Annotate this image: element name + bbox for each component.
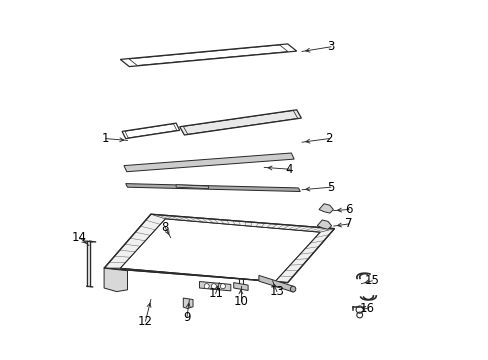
Text: 9: 9 (183, 311, 190, 324)
Text: 3: 3 (326, 40, 334, 53)
Polygon shape (199, 282, 230, 291)
Text: 7: 7 (345, 217, 352, 230)
Text: 4: 4 (285, 163, 293, 176)
Text: 10: 10 (233, 295, 248, 308)
Circle shape (220, 284, 225, 289)
Polygon shape (104, 268, 127, 292)
Text: 15: 15 (364, 274, 379, 287)
Text: 14: 14 (72, 231, 87, 244)
Text: 12: 12 (138, 315, 153, 328)
Polygon shape (104, 214, 334, 283)
Polygon shape (233, 283, 247, 291)
Polygon shape (120, 44, 296, 67)
Polygon shape (125, 184, 300, 192)
Text: 16: 16 (359, 302, 374, 315)
Polygon shape (120, 219, 320, 282)
Text: 13: 13 (269, 285, 284, 298)
Circle shape (211, 284, 216, 289)
Polygon shape (318, 204, 333, 213)
Text: 8: 8 (161, 221, 169, 234)
Text: 2: 2 (325, 132, 332, 145)
Text: 1: 1 (102, 132, 109, 145)
Polygon shape (179, 110, 301, 135)
Polygon shape (122, 123, 179, 139)
Text: 5: 5 (326, 181, 334, 194)
Text: 11: 11 (208, 287, 223, 300)
Polygon shape (317, 220, 331, 229)
Polygon shape (176, 185, 208, 189)
Text: 6: 6 (345, 203, 352, 216)
Polygon shape (183, 298, 193, 309)
Polygon shape (258, 275, 292, 292)
Polygon shape (123, 153, 294, 172)
Ellipse shape (290, 286, 295, 292)
Circle shape (204, 284, 209, 289)
